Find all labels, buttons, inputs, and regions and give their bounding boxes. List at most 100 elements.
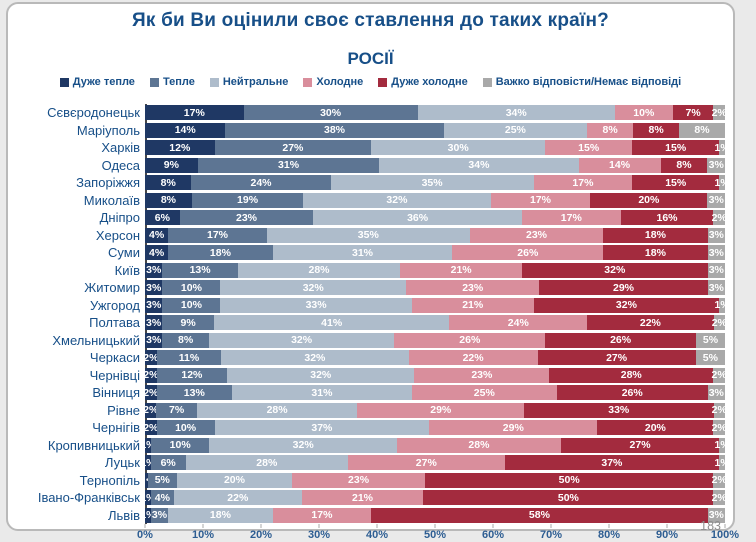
segment-label: 5% [154,474,170,486]
bar-segment: 8% [587,122,634,138]
bar-segment: 9% [145,157,198,173]
segment-label: 17% [206,229,228,241]
segment-label: 21% [462,299,484,311]
segment-label: 22% [227,491,249,504]
bar-row: Київ 3% 13% 28% 21% 32% 3% [14,262,726,280]
stacked-bar: 2% 7% 28% 29% 33% 2% [143,402,727,418]
bar-segment: 1% [715,140,730,156]
bar-row: Житомир 3% 10% 32% 23% 29% 3% [14,279,726,297]
segment-label: 13% [183,386,205,399]
bar-row: Чернігів 2% 10% 37% 29% 20% 2% [14,419,727,437]
segment-label: 8% [676,159,692,171]
segment-label: 20% [644,421,666,434]
bar-row: Запоріжжя 8% 24% 35% 17% 15% 1% [14,174,730,192]
bar-segment: 25% [411,385,557,401]
x-tick-mark [666,524,668,528]
bar-segment: 16% [620,210,714,226]
segment-label: 6% [154,211,170,224]
segment-label: 23% [471,369,493,381]
segment-label: 1% [140,509,156,521]
segment-label: 38% [323,124,345,136]
segment-label: 25% [504,124,526,136]
category-label: Житомир [84,280,140,296]
bar-segment: 18% [168,245,273,261]
bar-segment: 3% [145,280,163,296]
segment-label: 35% [421,176,443,189]
segment-label: 15% [578,141,600,154]
bar-segment: 26% [545,332,696,348]
bar-segment: 26% [394,332,546,348]
bar-segment: 33% [220,297,412,313]
segment-label: 24% [250,176,272,189]
bar-segment: 31% [272,245,453,261]
legend-swatch-icon [149,77,159,87]
bar-segment: 58% [371,507,708,523]
x-tick-mark [724,524,726,528]
category-label: Львів [107,507,140,523]
segment-label: 3% [708,229,724,241]
category-label: Черкаси [89,350,140,366]
bar-segment: 36% [313,210,522,226]
segment-label: 26% [517,246,539,259]
legend-swatch-icon [303,77,313,87]
bar-segment: 5% [695,350,725,366]
x-tick-label: 30% [307,529,331,541]
bar-segment: 37% [504,455,720,471]
legend-label: Тепле [162,76,195,88]
bar-segment: 32% [522,262,708,278]
segment-label: 3% [146,316,162,329]
segment-label: 4% [154,491,170,504]
segment-label: 33% [305,299,327,311]
bar-segment: 38% [225,122,444,138]
stacked-bar: 2% 11% 32% 22% 27% 5% [143,350,725,366]
segment-label: 29% [613,281,635,294]
bar-segment: 50% [423,490,714,506]
bar-segment: 1% [140,437,156,453]
segment-label: 32% [310,369,332,381]
bar-segment: 3% [707,507,726,523]
legend-label: Дуже тепле [72,76,135,88]
bar-segment: 2% [143,420,158,436]
segment-label: 12% [181,369,203,381]
segment-label: 22% [462,351,484,364]
segment-label: 18% [209,246,231,259]
x-tick-mark [318,524,320,528]
bar-segment: 17% [490,192,591,208]
segment-label: 30% [320,106,342,119]
segment-label: 9% [180,316,196,329]
legend-item: Дуже тепле [59,76,135,88]
segment-label: 8% [694,124,710,136]
segment-label: 17% [311,509,333,521]
bar-segment: 5% [696,332,725,348]
bar-segment: 10% [156,420,215,436]
segment-label: 8% [648,124,664,136]
x-tick-label: 80% [597,529,621,541]
bar-segment: 23% [292,472,425,488]
bar-segment: 3% [707,385,725,401]
segment-label: 3% [146,264,162,276]
bar-row: Ужгород 3% 10% 33% 21% 32% 1% [14,297,730,315]
bar-segment: 1% [714,437,730,453]
bar-segment: 2% [711,420,727,436]
category-label: Ужгород [90,297,140,313]
segment-label: 27% [629,439,651,451]
segment-label: 2% [711,211,727,224]
segment-label: 2% [711,421,727,434]
segment-label: 1% [714,141,730,154]
segment-label: 17% [572,176,594,189]
x-tick-mark [202,524,204,528]
bar-row: Вінниця 2% 13% 31% 25% 26% 3% [14,384,725,402]
bar-segment: 18% [603,227,708,243]
legend-item: Тепле [149,76,195,88]
legend-label: Холодне [316,76,364,88]
category-label: Рівне [107,402,140,418]
x-tick-label: 0% [137,529,153,541]
bar-segment: 1% [140,490,156,506]
legend-item: Нейтральне [209,76,288,88]
bar-segment: 4% [150,490,174,506]
bar-row: Кропивницький 1% 10% 32% 28% 27% 1% [14,437,730,455]
country-subtitle: РОСІЇ [347,49,394,68]
category-label: Суми [108,245,140,261]
bar-segment: 29% [539,280,708,296]
